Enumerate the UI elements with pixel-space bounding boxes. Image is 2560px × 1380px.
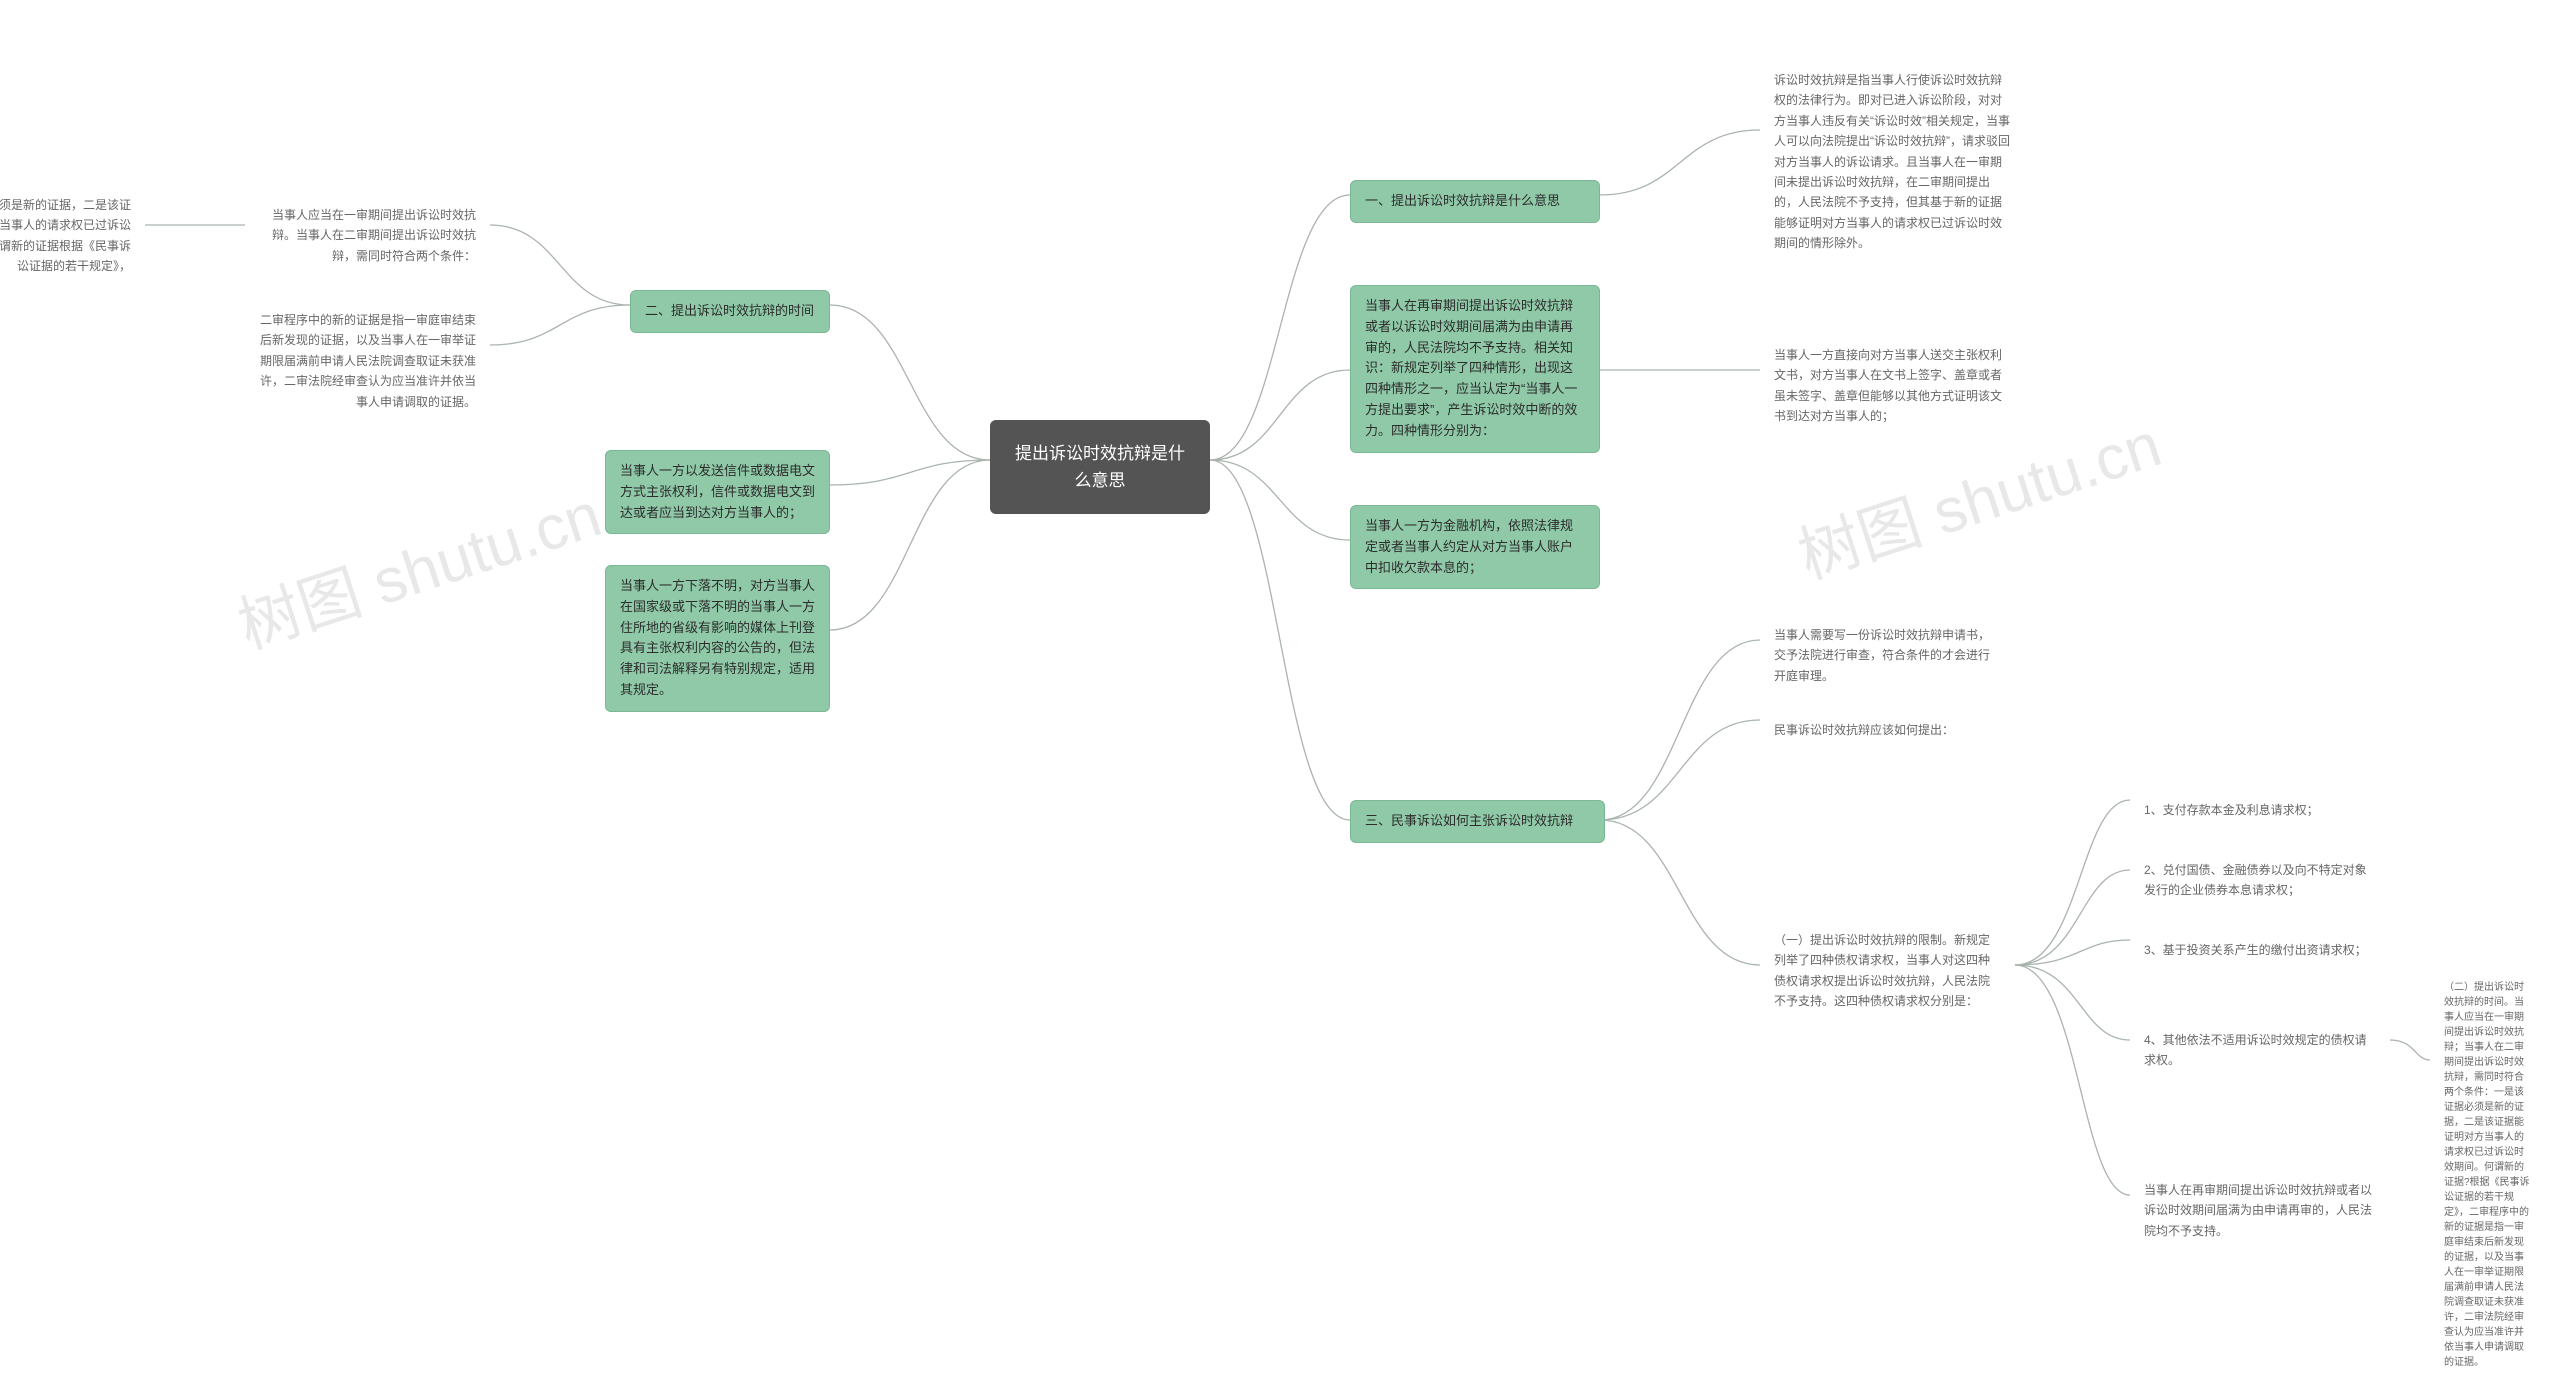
leaf-r4c4-detail: （二）提出诉讼时效抗辩的时间。当事人应当在一审期间提出诉讼时效抗辩；当事人在二审… <box>2430 970 2545 1380</box>
node-r2: 当事人在再审期间提出诉讼时效抗辩或者以诉讼时效期间届满为由申请再审的，人民法院均… <box>1350 285 1600 453</box>
leaf-r4c: （一）提出诉讼时效抗辩的限制。新规定列举了四种债权请求权，当事人对这四种债权请求… <box>1760 920 2015 1022</box>
leaf-r4a: 当事人需要写一份诉讼时效抗辩申请书，交予法院进行审查，符合条件的才会进行开庭审理… <box>1760 615 2015 696</box>
leaf-r4c1: 1、支付存款本金及利息请求权； <box>2130 790 2390 830</box>
node-l2: 当事人一方以发送信件或数据电文方式主张权利，信件或数据电文到达或者应当到达对方当… <box>605 450 830 534</box>
node-l3: 当事人一方下落不明，对方当事人在国家级或下落不明的当事人一方住所地的省级有影响的… <box>605 565 830 712</box>
leaf-l1a-detail: 一是该证据必须是新的证据，二是该证据能证明对方当事人的请求权已过诉讼时效期间。何… <box>0 185 145 287</box>
node-r1: 一、提出诉讼时效抗辩是什么意思 <box>1350 180 1600 223</box>
leaf-r4b: 民事诉讼时效抗辩应该如何提出： <box>1760 710 2015 750</box>
leaf-l1b: 二审程序中的新的证据是指一审庭审结束后新发现的证据，以及当事人在一审举证期限届满… <box>245 300 490 422</box>
leaf-r4c4: 4、其他依法不适用诉讼时效规定的债权请求权。 <box>2130 1020 2390 1081</box>
leaf-r4c2: 2、兑付国债、金融债券以及向不特定对象发行的企业债券本息请求权； <box>2130 850 2390 911</box>
watermark: 树图 shutu.cn <box>225 464 610 666</box>
leaf-r1: 诉讼时效抗辩是指当事人行使诉讼时效抗辩权的法律行为。即对已进入诉讼阶段，对对方当… <box>1760 60 2025 264</box>
node-r4: 三、民事诉讼如何主张诉讼时效抗辩 <box>1350 800 1605 843</box>
leaf-r4c3: 3、基于投资关系产生的缴付出资请求权； <box>2130 930 2390 970</box>
leaf-r4c5: 当事人在再审期间提出诉讼时效抗辩或者以诉讼时效期间届满为由申请再审的，人民法院均… <box>2130 1170 2395 1251</box>
node-r3: 当事人一方为金融机构，依照法律规定或者当事人约定从对方当事人账户中扣收欠款本息的… <box>1350 505 1600 589</box>
leaf-r2: 当事人一方直接向对方当事人送交主张权利文书，对方当事人在文书上签字、盖章或者虽未… <box>1760 335 2020 437</box>
leaf-l1a: 当事人应当在一审期间提出诉讼时效抗辩。当事人在二审期间提出诉讼时效抗辩，需同时符… <box>245 195 490 276</box>
node-l1: 二、提出诉讼时效抗辩的时间 <box>630 290 830 333</box>
root-node: 提出诉讼时效抗辩是什么意思 <box>990 420 1210 514</box>
